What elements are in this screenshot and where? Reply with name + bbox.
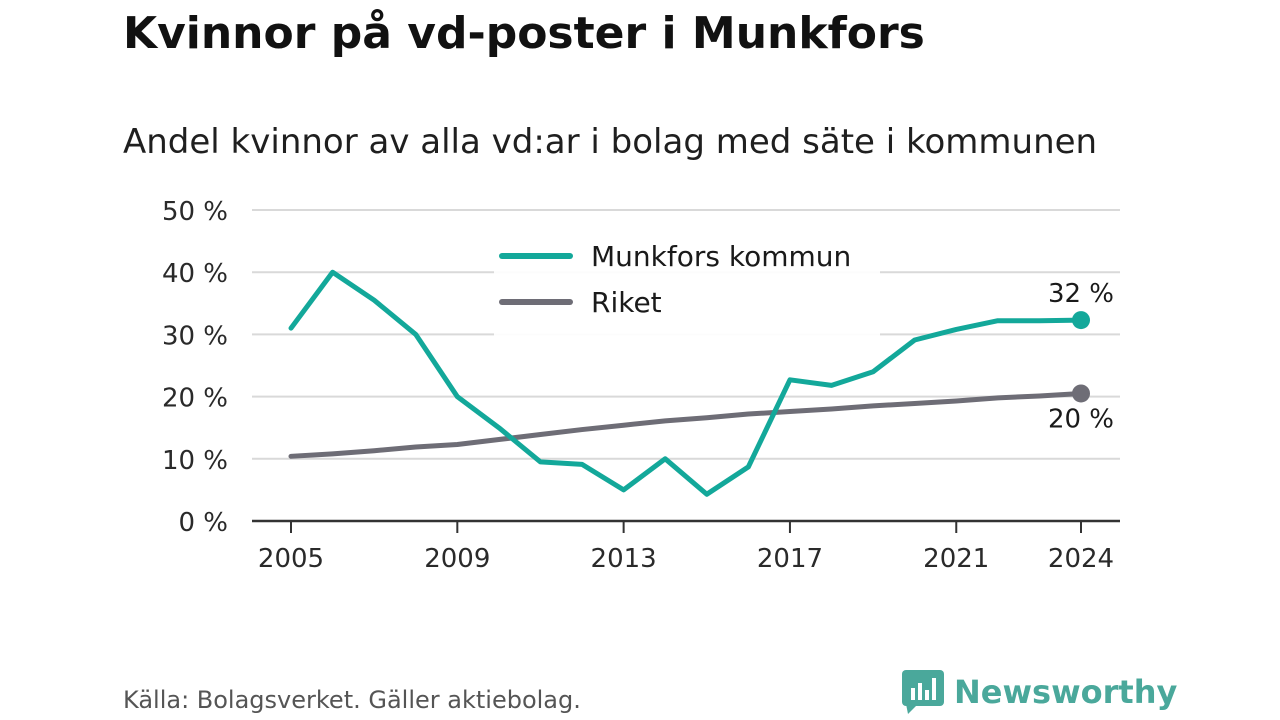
series-line-riket [288,390,1084,459]
y-tick-label: 10 % [162,446,228,476]
y-tick-label: 20 % [162,384,228,414]
legend-label: Munkfors kommun [591,240,851,273]
series-line-munkfors [288,269,1084,497]
series-endpoint-munkfors [1072,311,1090,330]
x-tick-label: 2013 [591,544,657,574]
legend-label: Riket [591,286,662,319]
x-tick-label: 2009 [424,544,490,574]
newsworthy-logo-icon [902,670,944,714]
x-tick-label: 2005 [258,544,324,574]
end-value-label: 20 % [1048,404,1114,434]
series-endpoint-riket [1072,384,1090,403]
x-tick-label: 2021 [923,544,989,574]
end-value-label: 32 % [1048,279,1114,309]
brand-logo: Newsworthy [902,670,1177,714]
y-tick-label: 0 % [178,508,228,538]
x-tick-label: 2017 [757,544,823,574]
page-title: Kvinnor på vd-poster i Munkfors [123,8,925,59]
y-tick-label: 50 % [162,197,228,227]
brand-name: Newsworthy [954,673,1178,711]
legend-box [494,232,880,336]
y-tick-label: 30 % [162,321,228,351]
x-tick-label: 2024 [1048,544,1114,574]
source-note: Källa: Bolagsverket. Gäller aktiebolag. [123,686,581,714]
page-subtitle: Andel kvinnor av alla vd:ar i bolag med … [123,122,1098,162]
y-tick-label: 40 % [162,259,228,289]
